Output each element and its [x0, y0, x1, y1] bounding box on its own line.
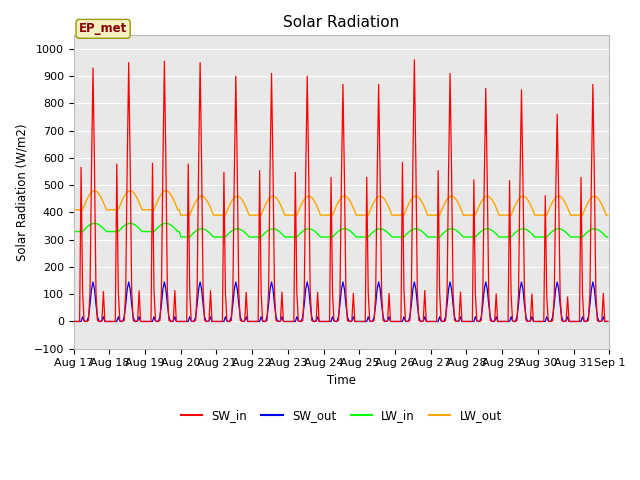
Text: EP_met: EP_met	[79, 23, 127, 36]
Legend: SW_in, SW_out, LW_in, LW_out: SW_in, SW_out, LW_in, LW_out	[176, 405, 507, 427]
X-axis label: Time: Time	[327, 374, 356, 387]
Y-axis label: Solar Radiation (W/m2): Solar Radiation (W/m2)	[15, 123, 28, 261]
Title: Solar Radiation: Solar Radiation	[284, 15, 399, 30]
